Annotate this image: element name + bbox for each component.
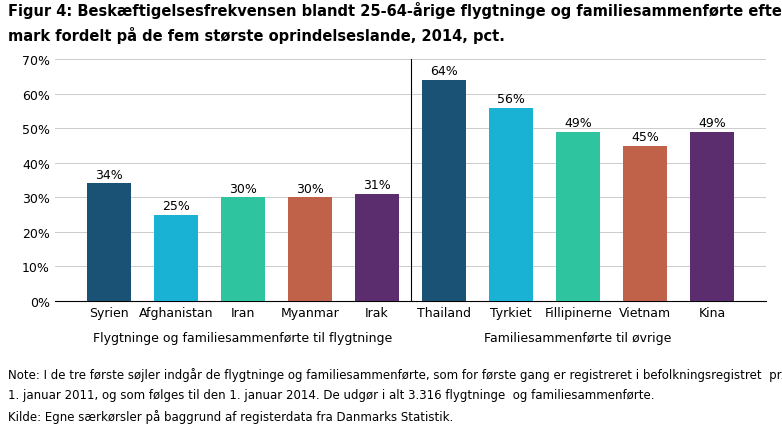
- Text: Figur 4: Beskæftigelsesfrekvensen blandt 25-64-årige flygtninge og familiesammen: Figur 4: Beskæftigelsesfrekvensen blandt…: [8, 2, 782, 19]
- Text: 64%: 64%: [430, 65, 458, 78]
- Bar: [289, 198, 332, 301]
- Text: 49%: 49%: [565, 117, 592, 130]
- Text: Note: I de tre første søjler indgår de flygtninge og familiesammenførte, som for: Note: I de tre første søjler indgår de f…: [8, 368, 782, 381]
- Bar: [87, 184, 131, 301]
- Bar: [221, 198, 265, 301]
- Bar: [490, 108, 533, 301]
- Text: 34%: 34%: [95, 168, 123, 181]
- Bar: [355, 194, 399, 301]
- Text: Flygtninge og familiesammenførte til flygtninge: Flygtninge og familiesammenførte til fly…: [93, 331, 393, 344]
- Text: Kilde: Egne særkørsler på baggrund af registerdata fra Danmarks Statistik.: Kilde: Egne særkørsler på baggrund af re…: [8, 409, 453, 423]
- Text: 30%: 30%: [229, 182, 257, 195]
- Text: 25%: 25%: [162, 199, 190, 212]
- Text: 56%: 56%: [497, 92, 525, 106]
- Text: Familiesammenførte til øvrige: Familiesammenførte til øvrige: [485, 331, 672, 344]
- Bar: [154, 215, 198, 301]
- Text: 1. januar 2011, og som følges til den 1. januar 2014. De udgør i alt 3.316 flygt: 1. januar 2011, og som følges til den 1.…: [8, 388, 655, 401]
- Bar: [623, 146, 667, 301]
- Bar: [691, 132, 734, 301]
- Text: 30%: 30%: [296, 182, 324, 195]
- Text: 49%: 49%: [698, 117, 726, 130]
- Bar: [422, 81, 466, 301]
- Text: 45%: 45%: [631, 130, 659, 144]
- Text: 31%: 31%: [363, 178, 391, 192]
- Bar: [556, 132, 600, 301]
- Text: mark fordelt på de fem største oprindelseslande, 2014, pct.: mark fordelt på de fem største oprindels…: [8, 27, 504, 44]
